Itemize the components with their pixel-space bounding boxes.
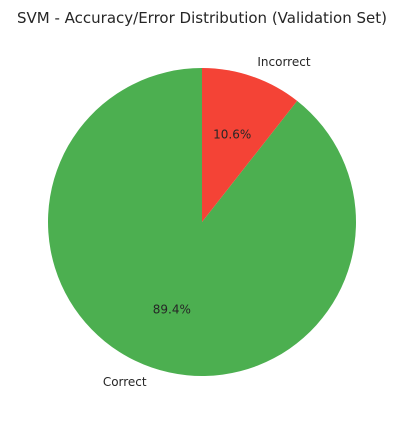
pie-pct-label-correct: 89.4% (153, 302, 191, 316)
chart-title: SVM - Accuracy/Error Distribution (Valid… (17, 9, 387, 27)
pie-category-label-correct: Correct (103, 375, 147, 389)
pie-labels: 89.4% Correct 10.6% Incorrect (103, 55, 311, 389)
pie-slice-correct (48, 68, 357, 376)
pie-category-label-incorrect: Incorrect (257, 55, 310, 69)
pie-slices (48, 68, 357, 376)
pie-slice-incorrect (202, 68, 298, 222)
pie-pct-label-incorrect: 10.6% (213, 128, 251, 142)
